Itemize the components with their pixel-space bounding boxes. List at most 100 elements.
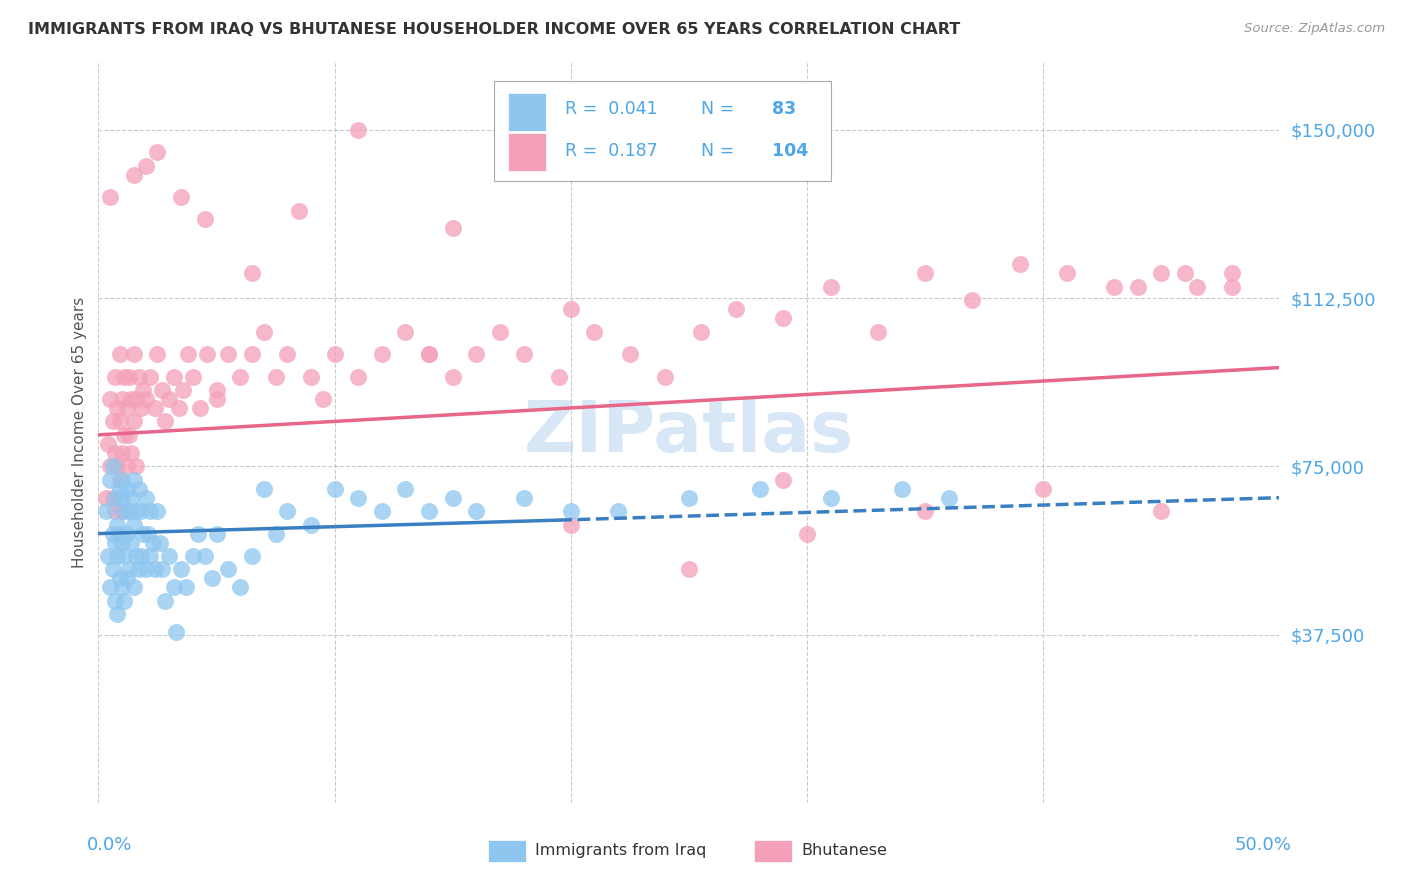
Point <box>125 459 148 474</box>
Point <box>1150 266 1173 280</box>
Point <box>418 347 440 361</box>
Point <box>98 392 121 406</box>
Point <box>962 293 984 308</box>
Point <box>217 562 239 576</box>
Point <box>163 369 186 384</box>
Point <box>229 581 252 595</box>
Point <box>229 369 252 384</box>
Text: N =: N = <box>700 142 734 160</box>
Point <box>121 392 143 406</box>
Point <box>205 383 228 397</box>
Text: Source: ZipAtlas.com: Source: ZipAtlas.com <box>1244 22 1385 36</box>
Point <box>108 571 131 585</box>
Point <box>312 392 335 406</box>
Point <box>264 369 287 384</box>
Point <box>132 526 155 541</box>
Point <box>177 347 200 361</box>
Point <box>139 369 162 384</box>
Point <box>1126 280 1149 294</box>
Point <box>111 446 134 460</box>
Point <box>217 347 239 361</box>
Point <box>118 428 141 442</box>
Point <box>105 549 128 563</box>
Point <box>129 401 152 415</box>
Point <box>108 347 131 361</box>
Point <box>772 311 794 326</box>
Point <box>195 347 218 361</box>
Point <box>94 504 117 518</box>
Point <box>146 145 169 160</box>
Point <box>938 491 960 505</box>
Point <box>489 325 512 339</box>
Text: R =  0.041: R = 0.041 <box>565 100 658 118</box>
Point <box>170 562 193 576</box>
Point <box>125 549 148 563</box>
Point <box>689 325 711 339</box>
Point <box>125 392 148 406</box>
FancyBboxPatch shape <box>488 840 526 862</box>
Point <box>146 504 169 518</box>
Point <box>98 190 121 204</box>
Point <box>112 369 135 384</box>
Point <box>128 369 150 384</box>
Point <box>347 491 370 505</box>
Point <box>323 482 346 496</box>
Point <box>128 562 150 576</box>
Point <box>276 347 298 361</box>
Point <box>121 491 143 505</box>
Point <box>820 280 842 294</box>
Point <box>104 446 127 460</box>
Point <box>111 581 134 595</box>
Point <box>128 482 150 496</box>
Point <box>112 504 135 518</box>
Point <box>97 437 120 451</box>
Point <box>347 369 370 384</box>
Text: ZIPatlas: ZIPatlas <box>524 398 853 467</box>
Point <box>111 504 134 518</box>
Point <box>163 581 186 595</box>
Point <box>240 266 263 280</box>
Point <box>108 526 131 541</box>
Point <box>105 401 128 415</box>
Point <box>548 369 571 384</box>
Point <box>240 347 263 361</box>
Point <box>111 535 134 549</box>
Text: 83: 83 <box>759 100 796 118</box>
Point <box>143 562 166 576</box>
FancyBboxPatch shape <box>508 93 546 131</box>
Point <box>465 347 488 361</box>
Point <box>101 414 124 428</box>
Point <box>135 159 157 173</box>
Point <box>112 428 135 442</box>
Point <box>170 190 193 204</box>
Point <box>201 571 224 585</box>
Point <box>560 504 582 518</box>
Point <box>122 581 145 595</box>
Point <box>97 549 120 563</box>
Point <box>394 482 416 496</box>
Point <box>264 526 287 541</box>
Point <box>512 491 534 505</box>
Point <box>619 347 641 361</box>
Point <box>122 347 145 361</box>
Point <box>820 491 842 505</box>
Point <box>607 504 630 518</box>
Point <box>101 526 124 541</box>
Point <box>149 535 172 549</box>
Point <box>146 347 169 361</box>
Point <box>101 459 124 474</box>
Point <box>560 517 582 532</box>
Point <box>108 414 131 428</box>
Point <box>188 401 211 415</box>
Point <box>418 504 440 518</box>
Point <box>181 369 204 384</box>
Point <box>240 549 263 563</box>
Point <box>1102 280 1125 294</box>
Point <box>512 347 534 361</box>
Point <box>104 594 127 608</box>
Point <box>678 562 700 576</box>
Point <box>115 526 138 541</box>
Point <box>441 221 464 235</box>
Point <box>654 369 676 384</box>
Point <box>121 535 143 549</box>
